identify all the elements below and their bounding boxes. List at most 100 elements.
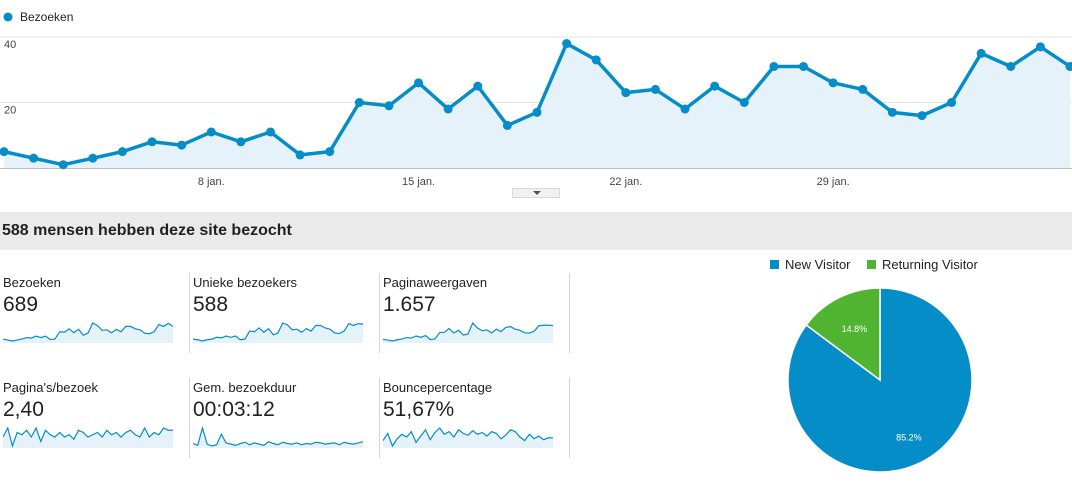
- pie-slice[interactable]: [805, 287, 881, 382]
- metric-value: 51,67%: [383, 398, 455, 421]
- metric-label: Pagina's/bezoek: [3, 380, 98, 395]
- metric-sparkline: [383, 427, 553, 448]
- data-point[interactable]: [58, 160, 68, 170]
- data-point[interactable]: [236, 137, 246, 147]
- x-tick-label: 22 jan.: [609, 176, 642, 188]
- metric-label: Unieke bezoekers: [193, 275, 298, 290]
- pie-slice-label: 14.8%: [842, 324, 868, 334]
- sparkline-line: [193, 426, 363, 447]
- sparkline-line: [3, 426, 173, 448]
- metric-sparkline: [193, 426, 363, 448]
- visits-line-chart: Bezoeken 8 jan. 15 jan. 22 jan. 29 jan. 204…: [0, 10, 1072, 188]
- metric-label: Bezoeken: [3, 275, 61, 290]
- data-point[interactable]: [710, 81, 720, 91]
- data-point[interactable]: [177, 140, 187, 150]
- data-point[interactable]: [769, 61, 779, 71]
- chart-resize-handle[interactable]: [512, 188, 560, 198]
- data-point[interactable]: [650, 84, 660, 94]
- metric-value: 689: [3, 293, 39, 316]
- data-point[interactable]: [266, 127, 275, 137]
- data-point[interactable]: [295, 150, 305, 160]
- legend-label[interactable]: Bezoeken: [20, 10, 73, 24]
- data-point[interactable]: [680, 104, 690, 114]
- data-point[interactable]: [976, 48, 986, 58]
- metric-value: 1.657: [383, 293, 436, 316]
- data-point[interactable]: [354, 98, 364, 107]
- data-point[interactable]: [414, 78, 424, 88]
- metric-sparkline: [193, 322, 363, 343]
- summary-bar: 588 mensen hebben deze site bezocht: [0, 212, 1072, 250]
- data-point[interactable]: [1006, 61, 1016, 71]
- data-point[interactable]: [739, 98, 749, 107]
- data-point[interactable]: [325, 147, 335, 157]
- data-point[interactable]: [828, 78, 838, 88]
- metric-label: Paginaweergaven: [383, 275, 488, 290]
- data-point[interactable]: [206, 127, 216, 137]
- data-point[interactable]: [0, 147, 9, 157]
- summary-title: 588 mensen hebben deze site bezocht: [2, 222, 292, 239]
- metric-bounce-rate[interactable]: Bouncepercentage 51,67%: [380, 378, 570, 458]
- x-tick-label: 29 jan.: [817, 176, 850, 188]
- data-point[interactable]: [502, 120, 512, 130]
- data-point[interactable]: [384, 101, 394, 111]
- data-point[interactable]: [532, 107, 542, 117]
- metric-value: 588: [193, 293, 229, 316]
- data-point[interactable]: [1065, 61, 1072, 71]
- metric-value: 00:03:12: [193, 398, 275, 421]
- metric-label: Bouncepercentage: [383, 380, 493, 395]
- sparkline-line: [383, 427, 553, 448]
- x-tick-label: 8 jan.: [198, 176, 225, 188]
- pie-legend-label: New Visitor: [785, 257, 851, 272]
- pie-slice-label: 85.2%: [896, 433, 922, 443]
- data-point[interactable]: [947, 98, 957, 107]
- metric-avg-visit-duration[interactable]: Gem. bezoekduur 00:03:12: [190, 378, 380, 458]
- chart-area: [3, 41, 1071, 168]
- data-point[interactable]: [887, 107, 897, 117]
- pie-legend-returning[interactable]: Returning Visitor: [867, 257, 978, 272]
- metric-label: Gem. bezoekduur: [193, 380, 297, 395]
- pie-legend-label: Returning Visitor: [882, 257, 978, 272]
- y-tick-label: 20: [4, 105, 16, 117]
- data-point[interactable]: [117, 147, 127, 157]
- sparkline-fill: [383, 428, 553, 448]
- visitor-type-pie-chart: 85.2% 14.8%: [787, 287, 973, 473]
- series-area-fill: [4, 43, 1070, 168]
- sparkline-fill: [3, 428, 173, 448]
- chart-grid: [0, 36, 1072, 169]
- pie-legend-new[interactable]: New Visitor: [770, 257, 851, 272]
- metric-pages-per-visit[interactable]: Pagina's/bezoek 2,40: [0, 378, 190, 458]
- data-point[interactable]: [591, 55, 601, 65]
- sparkline-line: [193, 322, 363, 342]
- metric-sparkline: [383, 321, 553, 343]
- data-point[interactable]: [799, 61, 808, 71]
- metric-value: 2,40: [3, 398, 44, 421]
- chevron-down-icon: [533, 191, 541, 195]
- x-axis-ticks: 8 jan. 15 jan. 22 jan. 29 jan.: [198, 176, 850, 188]
- data-point[interactable]: [917, 111, 927, 121]
- x-tick-label: 15 jan.: [402, 176, 435, 188]
- metric-unique-visitors[interactable]: Unieke bezoekers 588: [190, 273, 380, 353]
- legend-swatch-icon: [867, 260, 876, 269]
- data-point[interactable]: [1035, 42, 1045, 52]
- sparkline-fill: [3, 323, 173, 343]
- legend-marker-icon: [3, 12, 13, 22]
- data-point[interactable]: [29, 153, 39, 163]
- sparkline-line: [3, 322, 173, 342]
- sparkline-line: [383, 321, 553, 342]
- y-tick-label: 40: [4, 39, 16, 51]
- metric-pageviews[interactable]: Paginaweergaven 1.657: [380, 273, 570, 353]
- metric-sparkline: [3, 426, 173, 448]
- data-point[interactable]: [473, 81, 483, 91]
- data-point[interactable]: [858, 84, 868, 94]
- legend-swatch-icon: [770, 260, 779, 269]
- sparkline-fill: [383, 323, 553, 343]
- chart-points: [0, 39, 1072, 170]
- data-point[interactable]: [562, 39, 572, 49]
- data-point[interactable]: [443, 104, 453, 114]
- metric-sparkline: [3, 322, 173, 343]
- data-point[interactable]: [88, 153, 98, 163]
- metric-visits[interactable]: Bezoeken 689: [0, 273, 190, 353]
- data-point[interactable]: [621, 88, 631, 98]
- data-point[interactable]: [147, 137, 157, 147]
